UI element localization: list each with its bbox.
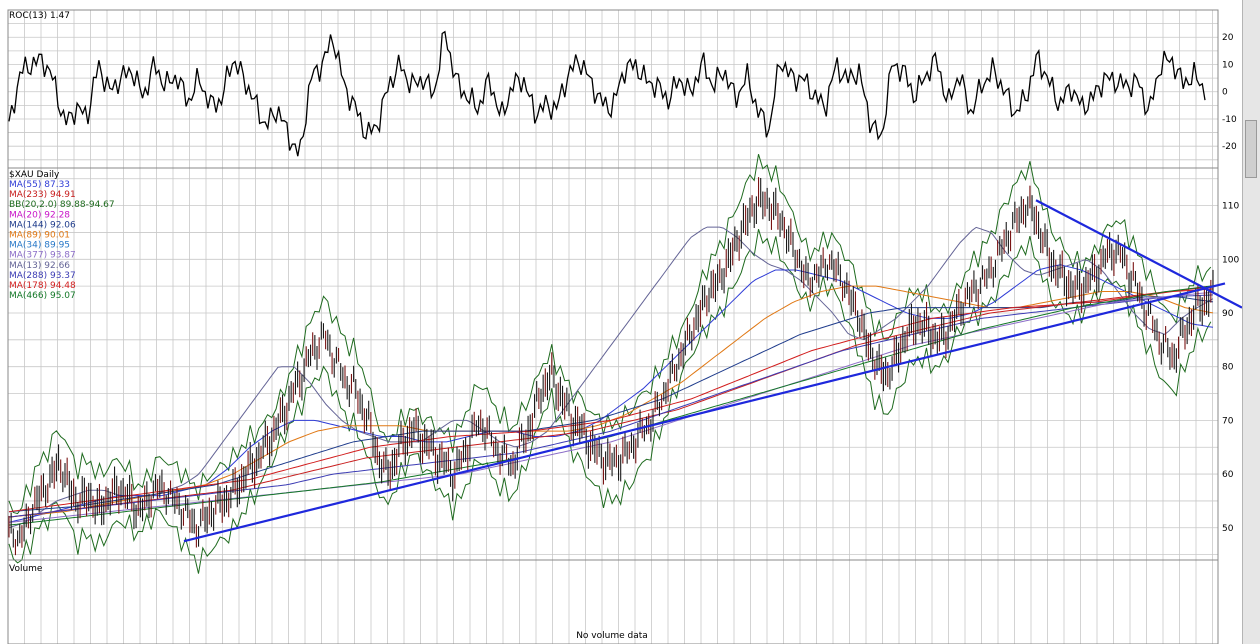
roc-tick-label: 20 <box>1222 33 1234 43</box>
roc-tick-label: 10 <box>1222 60 1234 70</box>
bollinger-lower-band <box>8 229 1212 574</box>
legend-item: MA(13) 92.66 <box>9 261 70 271</box>
legend-item: MA(34) 89.95 <box>9 241 70 251</box>
price-tick-label: 70 <box>1222 416 1234 426</box>
bollinger-upper-band <box>8 154 1212 515</box>
roc-grid <box>7 9 1219 169</box>
volume-border <box>7 559 1219 644</box>
roc-tick-label: -10 <box>1222 115 1237 125</box>
legend-item: MA(178) 94.48 <box>9 281 76 291</box>
trendlines <box>183 199 1243 543</box>
roc-title: ROC(13) 1.47 <box>9 11 70 21</box>
scrollbar-thumb[interactable] <box>1245 120 1257 178</box>
price-tick-label: 110 <box>1222 202 1239 212</box>
price-grid <box>7 167 1219 561</box>
price-tick-label: 50 <box>1222 524 1234 534</box>
price-tick-label: 100 <box>1222 255 1239 265</box>
roc-pane: 20 10 0 -10 -20 ROC(13) 1.47 <box>7 9 1237 169</box>
price-y-axis: 110 100 90 80 70 60 50 <box>1222 202 1239 534</box>
roc-line <box>8 30 1206 157</box>
ma-line-ma233 <box>8 286 1214 518</box>
legend-item: MA(55) 87.33 <box>9 180 70 190</box>
ma-line-ma178 <box>8 288 1214 513</box>
price-tick-label: 90 <box>1222 309 1234 319</box>
roc-tick-label: 0 <box>1222 88 1228 98</box>
volume-pane: Volume No volume data <box>7 559 1219 644</box>
trendline-rising-support <box>183 282 1226 543</box>
legend-item: BB(20,2.0) 89.88-94.67 <box>9 200 115 210</box>
price-pane: 110 100 90 80 70 60 50 $XAU Daily MA(55) 87.33… <box>7 154 1243 574</box>
legend-item: MA(288) 93.37 <box>9 271 76 281</box>
roc-tick-label: -20 <box>1222 142 1237 152</box>
no-volume-message: No volume data <box>576 631 648 641</box>
volume-title: Volume <box>9 564 43 574</box>
price-tick-label: 80 <box>1222 363 1234 373</box>
price-title: $XAU Daily <box>9 170 60 180</box>
price-tick-label: 60 <box>1222 470 1234 480</box>
price-bars <box>8 177 1214 556</box>
vertical-scrollbar[interactable] <box>1242 0 1260 644</box>
legend-item: MA(466) 95.07 <box>9 291 76 301</box>
moving-average-lines <box>8 226 1214 529</box>
ma-line-ma55 <box>8 264 1214 523</box>
trendline-falling-resistance <box>1035 199 1243 309</box>
legend-item: MA(144) 92.06 <box>9 220 76 230</box>
volume-grid <box>7 559 1219 644</box>
bollinger-bands <box>8 154 1212 574</box>
legend-item: MA(20) 92.28 <box>9 210 70 220</box>
roc-y-axis: 20 10 0 -10 -20 <box>1222 33 1237 152</box>
legend-item: MA(377) 93.87 <box>9 251 76 261</box>
legend-item: MA(233) 94.91 <box>9 190 76 200</box>
ma-line-ma13 <box>8 226 1214 529</box>
ma-line-ma288 <box>8 294 1214 518</box>
legend-item: MA(89) 90.01 <box>9 231 70 241</box>
